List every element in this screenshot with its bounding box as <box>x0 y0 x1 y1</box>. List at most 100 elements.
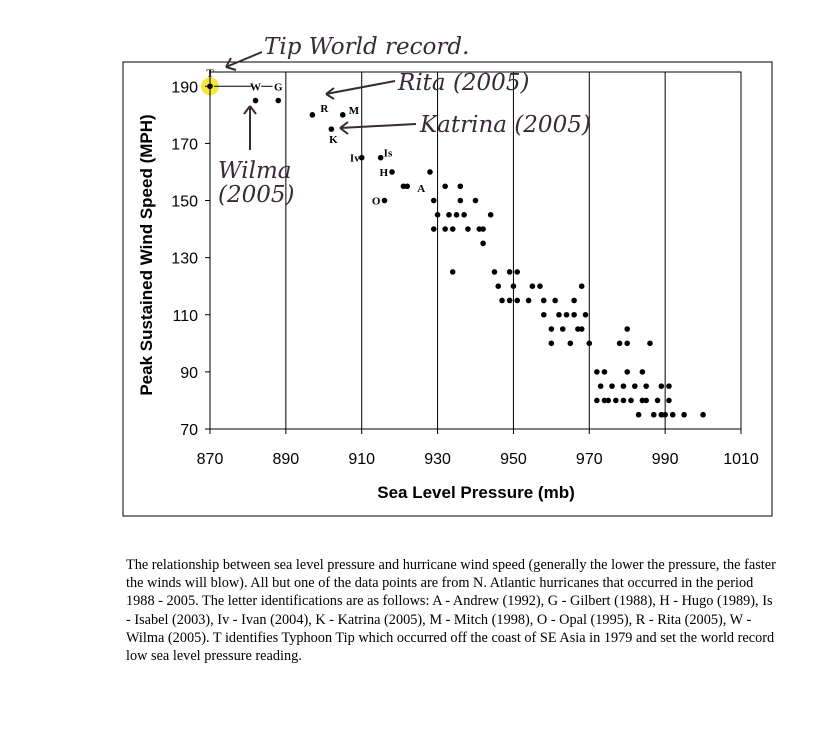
data-point <box>620 397 627 404</box>
data-point <box>430 197 437 204</box>
data-point <box>449 226 456 232</box>
data-point <box>578 326 585 332</box>
y-tick-label: 190 <box>171 79 198 96</box>
data-point <box>449 269 456 275</box>
data-point <box>669 411 676 418</box>
data-point <box>487 212 494 218</box>
y-tick-label: 150 <box>171 194 198 211</box>
y-tick-label: 170 <box>171 136 198 153</box>
figure-caption: The relationship between sea level press… <box>126 557 776 665</box>
x-tick-label: 890 <box>273 451 300 468</box>
data-point <box>571 297 577 304</box>
x-tick-label: 970 <box>576 451 603 468</box>
annotation-rita: Rita (2005) <box>397 70 529 96</box>
data-points <box>207 83 706 418</box>
x-tick-label: 990 <box>652 451 679 468</box>
point-label-m: M <box>349 105 360 117</box>
data-point <box>658 383 665 389</box>
annotation-wilma: Wilma <box>218 158 291 184</box>
data-point <box>594 397 600 404</box>
data-point <box>643 397 649 404</box>
point-label-iv: Iv <box>350 153 360 165</box>
data-point <box>506 297 513 304</box>
x-tick-label: 910 <box>348 451 375 468</box>
labeled-point <box>389 169 395 175</box>
annotation-rita-arrow <box>325 80 396 100</box>
data-point <box>556 311 562 318</box>
data-point <box>480 240 486 247</box>
point-label-o: O <box>372 196 381 208</box>
data-point <box>510 283 517 290</box>
data-point <box>654 397 661 404</box>
data-point <box>427 169 433 175</box>
plot-axes <box>205 71 742 434</box>
data-point <box>457 197 464 204</box>
data-point <box>666 383 672 389</box>
labeled-point <box>381 197 388 204</box>
data-point <box>563 311 570 318</box>
data-point <box>453 212 460 218</box>
data-point <box>552 297 558 304</box>
data-point <box>609 383 615 389</box>
labeled-point <box>377 154 384 161</box>
data-point <box>639 369 646 375</box>
data-point <box>480 226 486 232</box>
data-point <box>434 212 441 218</box>
point-label-k: K <box>329 134 338 146</box>
data-point <box>624 369 631 375</box>
data-point <box>442 183 448 190</box>
data-point <box>442 226 448 232</box>
data-point <box>681 411 687 418</box>
data-point <box>597 383 604 389</box>
data-point <box>624 340 631 347</box>
data-point <box>578 283 585 290</box>
x-axis-title: Sea Level Pressure (mb) <box>377 483 574 502</box>
data-point <box>650 411 657 418</box>
data-point <box>548 340 555 347</box>
x-tick-label: 950 <box>500 451 527 468</box>
annotation-wilma-arrow <box>243 105 257 150</box>
x-tick-label: 870 <box>197 451 224 468</box>
data-point <box>514 297 521 304</box>
point-label-g: G <box>274 81 283 93</box>
data-point <box>548 326 555 332</box>
data-point <box>632 383 638 389</box>
data-point <box>446 212 452 218</box>
data-point <box>605 397 612 404</box>
labeled-point <box>404 183 411 190</box>
labeled-point <box>309 112 316 118</box>
y-tick-label: 130 <box>171 251 198 268</box>
data-point <box>647 340 653 347</box>
x-tick-labels: 870 890 910 930 950 970 990 1010 <box>197 451 759 468</box>
data-point <box>525 297 532 304</box>
y-tick-labels: 70 90 110 130 150 170 190 <box>171 79 198 439</box>
y-tick-label: 110 <box>172 308 198 325</box>
data-point <box>567 340 574 347</box>
point-label-h: H <box>379 167 388 179</box>
data-point <box>540 311 547 318</box>
annotation-tip: Tip World record. <box>264 34 469 60</box>
data-point <box>514 269 521 275</box>
point-label-is: Is <box>384 148 393 160</box>
data-point <box>666 397 672 404</box>
data-point <box>465 226 471 232</box>
data-point <box>616 340 623 347</box>
y-tick-label: 70 <box>180 422 198 439</box>
annotation-katrina-arrow <box>339 121 417 135</box>
labeled-point <box>275 97 282 104</box>
data-point <box>586 340 593 347</box>
point-label-r: R <box>320 103 329 115</box>
labeled-point <box>328 126 335 132</box>
data-point <box>559 326 566 332</box>
point-label-a: A <box>417 183 425 195</box>
annotation-wilma-year: (2005) <box>218 182 294 208</box>
data-point <box>491 269 498 275</box>
labeled-point <box>339 112 346 118</box>
y-axis-title: Peak Sustained Wind Speed (MPH) <box>137 114 156 395</box>
x-tick-label: 1010 <box>723 451 759 468</box>
data-point <box>624 326 631 332</box>
data-point <box>643 383 649 389</box>
data-point <box>529 283 536 290</box>
data-point <box>461 212 467 218</box>
